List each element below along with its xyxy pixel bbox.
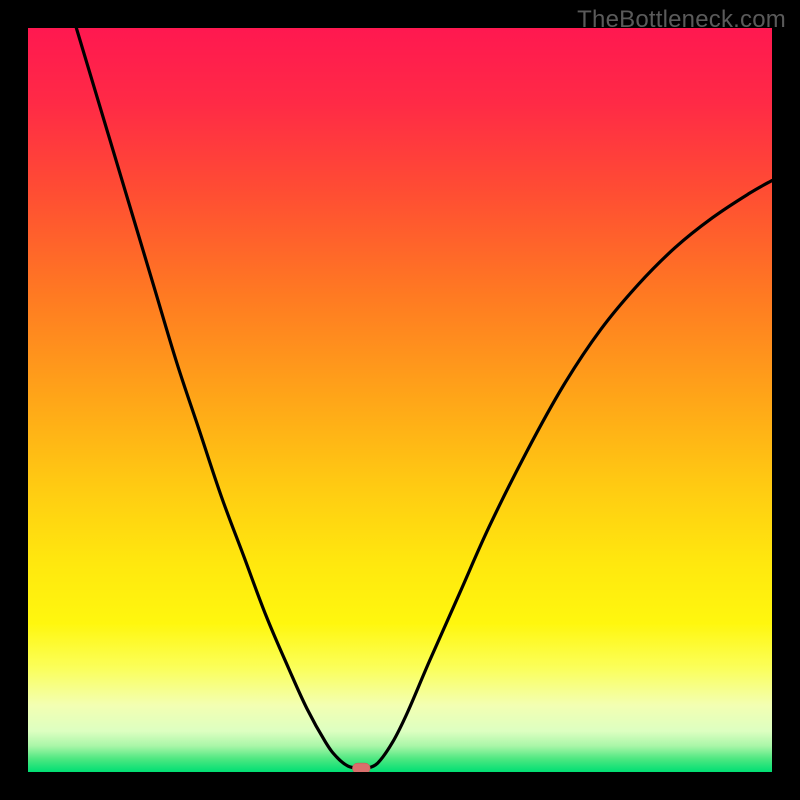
bottleneck-chart — [0, 0, 800, 800]
optimal-marker — [352, 763, 370, 773]
chart-frame: TheBottleneck.com — [0, 0, 800, 800]
watermark-text: TheBottleneck.com — [577, 6, 786, 34]
plot-background-gradient — [28, 28, 772, 772]
